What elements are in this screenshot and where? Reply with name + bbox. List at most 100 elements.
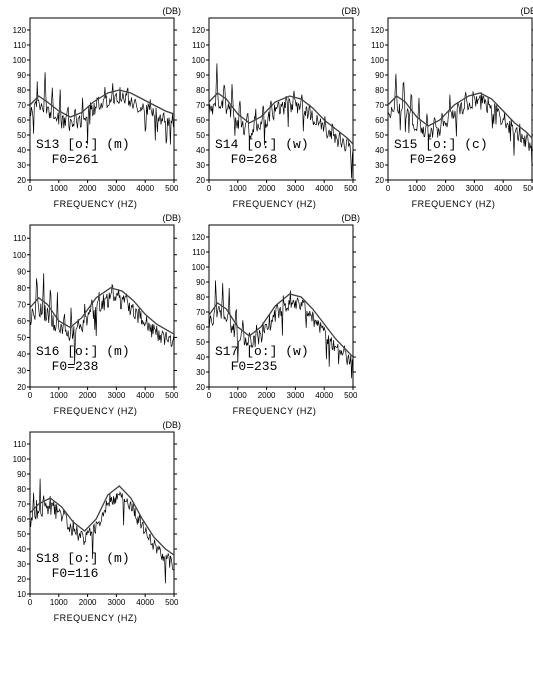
svg-text:4000: 4000 (315, 391, 333, 400)
svg-text:5000: 5000 (165, 598, 178, 607)
caption-line1: S16 [o:] (m) (36, 344, 130, 359)
y-unit-label: (DB) (521, 6, 533, 16)
svg-text:60: 60 (17, 116, 26, 125)
svg-text:4000: 4000 (136, 184, 154, 193)
svg-text:0: 0 (207, 391, 212, 400)
panel-s15: 2030405060708090100110120010002000300040… (366, 8, 533, 209)
spectrum-plot: 2030405060708090100110010002000300040005… (8, 215, 178, 405)
panel-caption: S18 [o:] (m) F0=116 (36, 551, 130, 582)
panel-caption: S15 [o:] (c) F0=269 (394, 137, 488, 168)
svg-text:1000: 1000 (229, 391, 247, 400)
svg-text:120: 120 (13, 26, 27, 35)
spectrum-plot: 2030405060708090100110120010002000300040… (8, 8, 178, 198)
x-axis-label: FREQUENCY (HZ) (8, 613, 183, 623)
svg-text:90: 90 (196, 278, 205, 287)
caption-line1: S18 [o:] (m) (36, 551, 130, 566)
svg-text:60: 60 (196, 323, 205, 332)
svg-text:80: 80 (17, 86, 26, 95)
svg-text:2000: 2000 (258, 184, 276, 193)
svg-text:5000: 5000 (344, 184, 357, 193)
svg-text:40: 40 (17, 146, 26, 155)
svg-text:70: 70 (17, 101, 26, 110)
svg-text:4000: 4000 (136, 598, 154, 607)
svg-text:60: 60 (196, 116, 205, 125)
svg-text:4000: 4000 (315, 184, 333, 193)
svg-text:90: 90 (375, 71, 384, 80)
panel-s14: 2030405060708090100110120010002000300040… (187, 8, 362, 209)
svg-text:110: 110 (13, 234, 26, 243)
svg-text:50: 50 (17, 333, 26, 342)
caption-line1: S15 [o:] (c) (394, 137, 488, 152)
svg-text:1000: 1000 (229, 184, 247, 193)
svg-text:1000: 1000 (50, 391, 68, 400)
svg-text:2000: 2000 (258, 391, 276, 400)
svg-text:110: 110 (192, 41, 205, 50)
svg-text:10: 10 (17, 590, 26, 599)
svg-text:1000: 1000 (408, 184, 426, 193)
svg-text:50: 50 (196, 131, 205, 140)
caption-line1: S14 [o:] (w) (215, 137, 309, 152)
svg-text:20: 20 (17, 383, 26, 392)
svg-text:90: 90 (196, 71, 205, 80)
svg-text:90: 90 (17, 470, 26, 479)
svg-text:100: 100 (192, 263, 206, 272)
svg-text:2000: 2000 (79, 598, 97, 607)
panel-caption: S17 [o:] (w) F0=235 (215, 344, 309, 375)
y-unit-label: (DB) (163, 6, 182, 16)
svg-text:20: 20 (375, 176, 384, 185)
svg-text:20: 20 (17, 176, 26, 185)
svg-text:40: 40 (196, 146, 205, 155)
svg-text:50: 50 (196, 338, 205, 347)
svg-text:5000: 5000 (165, 184, 178, 193)
svg-text:5000: 5000 (344, 391, 357, 400)
spectrum-plot: 2030405060708090100110120010002000300040… (187, 8, 357, 198)
svg-text:120: 120 (371, 26, 385, 35)
svg-text:5000: 5000 (165, 391, 178, 400)
spectrum-plot: 2030405060708090100110120010002000300040… (366, 8, 533, 198)
svg-text:20: 20 (196, 176, 205, 185)
svg-text:3000: 3000 (466, 184, 484, 193)
svg-text:4000: 4000 (494, 184, 512, 193)
panel-s16: 2030405060708090100110010002000300040005… (8, 215, 183, 416)
svg-text:100: 100 (192, 56, 206, 65)
svg-text:20: 20 (196, 383, 205, 392)
svg-text:0: 0 (28, 184, 33, 193)
caption-line2: F0=116 (36, 566, 98, 581)
panel-grid: 2030405060708090100110120010002000300040… (8, 8, 533, 623)
svg-text:30: 30 (17, 366, 26, 375)
caption-line2: F0=261 (36, 152, 98, 167)
svg-text:80: 80 (375, 86, 384, 95)
svg-text:1000: 1000 (50, 598, 68, 607)
svg-text:3000: 3000 (108, 184, 126, 193)
x-axis-label: FREQUENCY (HZ) (8, 406, 183, 416)
svg-text:1000: 1000 (50, 184, 68, 193)
svg-text:70: 70 (17, 500, 26, 509)
svg-text:40: 40 (375, 146, 384, 155)
svg-text:30: 30 (196, 368, 205, 377)
svg-text:40: 40 (17, 350, 26, 359)
svg-text:0: 0 (207, 184, 212, 193)
svg-text:120: 120 (192, 26, 206, 35)
svg-text:0: 0 (28, 391, 33, 400)
svg-text:70: 70 (17, 300, 26, 309)
svg-text:30: 30 (375, 161, 384, 170)
svg-text:100: 100 (371, 56, 385, 65)
svg-text:100: 100 (13, 455, 27, 464)
svg-text:110: 110 (13, 41, 26, 50)
svg-text:3000: 3000 (108, 598, 126, 607)
svg-text:80: 80 (17, 485, 26, 494)
svg-text:60: 60 (17, 515, 26, 524)
svg-text:3000: 3000 (287, 184, 305, 193)
svg-text:50: 50 (17, 530, 26, 539)
svg-text:2000: 2000 (79, 184, 97, 193)
svg-text:100: 100 (13, 251, 27, 260)
svg-text:30: 30 (17, 161, 26, 170)
panel-s13: 2030405060708090100110120010002000300040… (8, 8, 183, 209)
caption-line2: F0=268 (215, 152, 277, 167)
svg-text:30: 30 (17, 560, 26, 569)
spectrum-trace (30, 72, 174, 144)
svg-text:0: 0 (386, 184, 391, 193)
panel-s18: 1020304050607080901001100100020003000400… (8, 422, 183, 623)
x-axis-label: FREQUENCY (HZ) (8, 199, 183, 209)
svg-text:60: 60 (375, 116, 384, 125)
